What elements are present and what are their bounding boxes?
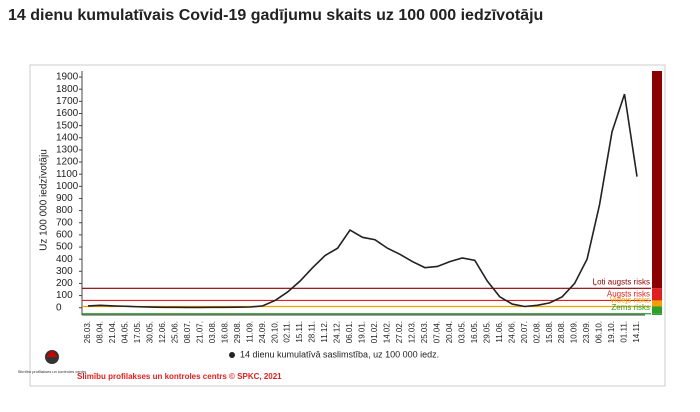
x-tick-label: 29.05.	[482, 321, 491, 343]
x-tick-label: 08.04.	[96, 321, 105, 343]
y-tick-label: 1400	[56, 132, 79, 143]
x-tick-label: 12.03.	[408, 321, 417, 343]
y-tick-label: 200	[56, 278, 73, 289]
x-tick-label: 23.09.	[582, 321, 591, 343]
x-tick-label: 25.03.	[420, 321, 429, 343]
risk-label: Augsts risks	[607, 290, 650, 299]
logo: Slimību profilakses un kontroles centrs	[18, 350, 86, 374]
x-tick-label: 20.07.	[520, 321, 529, 343]
x-tick-label: 02.08.	[532, 321, 541, 343]
x-tick-label: 16.05.	[470, 321, 479, 343]
x-tick-label: 02.11.	[283, 321, 292, 343]
y-axis-label: Uz 100 000 iedzīvotāju	[39, 149, 50, 251]
y-tick-label: 700	[56, 217, 73, 228]
x-tick-label: 04.05.	[121, 321, 130, 343]
y-tick-label: 600	[56, 230, 73, 241]
footer: Slimību profilakses un kontroles centrs …	[77, 372, 282, 381]
chart-frame	[29, 64, 666, 387]
x-tick-label: 27.02.	[395, 321, 404, 343]
risk-bar	[652, 313, 662, 315]
x-tick-label: 26.03.	[83, 321, 92, 343]
x-tick-label: 06.10.	[595, 321, 604, 343]
x-tick-label: 06.01.	[345, 321, 354, 343]
x-tick-label: 24.06.	[507, 321, 516, 343]
y-tick-label: 1500	[56, 120, 79, 131]
risk-bar	[652, 300, 662, 307]
y-tick-label: 1600	[56, 108, 79, 119]
x-tick-label: 24.09.	[258, 321, 267, 343]
y-tick-label: 1000	[56, 181, 79, 192]
x-tick-label: 29.08.	[233, 321, 242, 343]
y-tick-label: 0	[56, 302, 62, 313]
y-tick-label: 1100	[56, 169, 78, 180]
x-tick-label: 07.04.	[432, 321, 441, 343]
x-tick-label: 19.01.	[358, 321, 367, 343]
x-tick-label: 21.07.	[195, 321, 204, 343]
x-tick-label: 30.05.	[145, 321, 154, 343]
data-line	[87, 93, 638, 309]
legend-label: 14 dienu kumulatīvā saslimstība, uz 100 …	[240, 349, 439, 359]
x-tick-label: 21.04.	[108, 321, 117, 343]
y-tick-label: 400	[56, 254, 73, 265]
y-tick-label: 1800	[56, 84, 79, 95]
risk-label: Ļoti augsts risks	[593, 277, 650, 286]
x-tick-label: 11.09.	[245, 321, 254, 343]
x-tick-label: 08.07.	[183, 321, 192, 343]
x-tick-label: 01.02.	[370, 321, 379, 343]
x-tick-label: 20.04.	[445, 321, 454, 343]
x-tick-label: 12.06.	[158, 321, 167, 343]
risk-bar	[652, 288, 662, 301]
x-tick-label: 03.08.	[208, 321, 217, 343]
risk-label: Zems risks	[611, 303, 650, 312]
x-tick-label: 11.06.	[495, 321, 504, 343]
x-tick-label: 24.12.	[333, 321, 342, 343]
x-tick-label: 15.08.	[545, 321, 554, 343]
x-tick-label: 25.06.	[170, 321, 179, 343]
logo-text: Slimību profilakses un kontroles centrs	[18, 369, 86, 374]
x-tick-label: 17.05.	[133, 321, 142, 343]
risk-label: Vidējs risks	[610, 296, 650, 305]
x-tick-label: 28.11.	[308, 321, 317, 343]
logo-icon	[46, 350, 58, 357]
y-tick-label: 100	[56, 290, 73, 301]
x-tick-label: 03.05.	[457, 321, 466, 343]
x-tick-label: 01.11.	[620, 321, 629, 343]
risk-bar	[652, 71, 662, 289]
y-tick-label: 1900	[56, 72, 79, 83]
y-tick-label: 800	[56, 205, 73, 216]
x-tick-label: 11.12.	[320, 321, 329, 343]
y-tick-label: 300	[56, 266, 73, 277]
y-tick-label: 900	[56, 193, 73, 204]
chart-title: 14 dienu kumulatīvais Covid-19 gadījumu …	[8, 7, 543, 24]
legend-marker	[229, 352, 235, 358]
x-tick-label: 14.02.	[383, 321, 392, 343]
x-tick-label: 28.08.	[557, 321, 566, 343]
x-tick-label: 20.10.	[270, 321, 279, 343]
y-tick-label: 1300	[56, 145, 79, 156]
x-tick-label: 19.10.	[607, 321, 616, 343]
x-tick-label: 16.08.	[220, 321, 229, 343]
y-tick-label: 1700	[56, 96, 79, 107]
y-tick-label: 500	[56, 242, 73, 253]
x-tick-label: 14.11.	[632, 321, 641, 343]
x-tick-label: 10.09.	[570, 321, 579, 343]
y-tick-label: 1200	[56, 157, 79, 168]
x-tick-label: 15.11.	[295, 321, 304, 343]
risk-bar	[652, 306, 662, 314]
